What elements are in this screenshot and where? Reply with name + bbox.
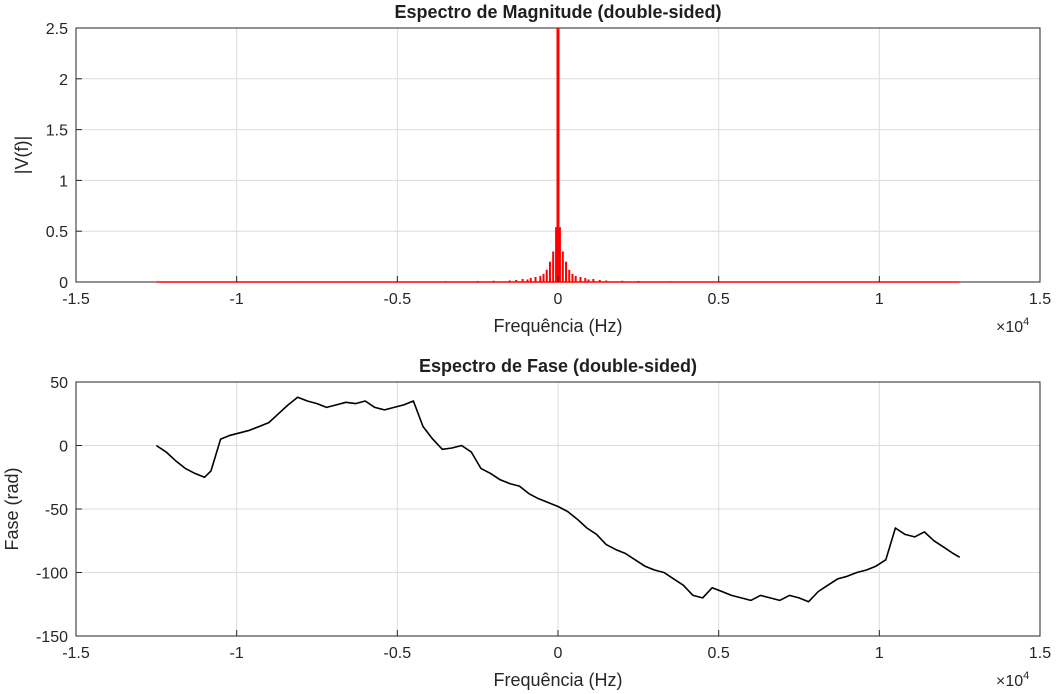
phase-ylabel: Fase (rad)	[2, 467, 22, 550]
phase-xlabel: Frequência (Hz)	[493, 670, 622, 690]
phase-grid	[75, 381, 1041, 637]
magnitude-xtick-label: -1	[230, 291, 244, 308]
magnitude-ytick-label: 1	[59, 173, 68, 190]
magnitude-ytick-label: 0.5	[46, 224, 68, 241]
phase-xtick-label: -1	[230, 645, 244, 662]
phase-xtick-label: -0.5	[384, 645, 412, 662]
phase-ytick-label: -100	[36, 566, 68, 583]
magnitude-xtick-label: 1.5	[1029, 291, 1051, 308]
phase-ytick-label: -50	[45, 502, 68, 519]
magnitude-xtick-label: 0.5	[708, 291, 730, 308]
phase-xtick-label: 1.5	[1029, 645, 1051, 662]
magnitude-x-multiplier-exp: 4	[1023, 316, 1029, 328]
phase-x-multiplier-base: ×10	[996, 673, 1023, 690]
phase-xtick-label: 0.5	[708, 645, 730, 662]
phase-x-multiplier: ×104	[996, 670, 1029, 690]
magnitude-subplot: -1.5 -1 -0.5 0 0.5 1 1.5 0 0.5 1 1.5 2 2.5 Espectro …	[12, 2, 1051, 336]
magnitude-ytick-label: 2.5	[46, 21, 68, 38]
phase-subplot: -1.5 -1 -0.5 0 0.5 1 1.5 -150 -100 -50 0 50 Espectr…	[2, 356, 1051, 690]
phase-ticks: -1.5 -1 -0.5 0 0.5 1 1.5 -150 -100 -50 0 50	[36, 375, 1051, 662]
phase-ytick-label: -150	[36, 629, 68, 646]
phase-line	[155, 396, 961, 603]
magnitude-xlabel: Frequência (Hz)	[493, 316, 622, 336]
magnitude-ticks: -1.5 -1 -0.5 0 0.5 1 1.5 0 0.5 1 1.5 2 2.5	[46, 21, 1051, 308]
phase-xtick-label: 1	[875, 645, 884, 662]
magnitude-ytick-label: 1.5	[46, 123, 68, 140]
phase-title: Espectro de Fase (double-sided)	[419, 356, 697, 376]
magnitude-ytick-label: 2	[59, 72, 68, 89]
magnitude-series	[155, 28, 961, 283]
phase-xtick-label: -1.5	[62, 645, 90, 662]
phase-ytick-label: 50	[50, 375, 68, 392]
phase-xtick-label: 0	[554, 645, 563, 662]
magnitude-xtick-label: 1	[875, 291, 884, 308]
magnitude-xtick-label: -0.5	[384, 291, 412, 308]
magnitude-ylabel: |V(f)|	[12, 136, 32, 174]
magnitude-xtick-label: 0	[554, 291, 563, 308]
magnitude-title: Espectro de Magnitude (double-sided)	[394, 2, 721, 22]
phase-ytick-label: 0	[59, 439, 68, 456]
magnitude-xtick-label: -1.5	[62, 291, 90, 308]
magnitude-x-multiplier-base: ×10	[996, 319, 1023, 336]
phase-x-multiplier-exp: 4	[1023, 670, 1029, 682]
magnitude-ytick-label: 0	[59, 275, 68, 292]
phase-series	[155, 396, 961, 603]
magnitude-x-multiplier: ×104	[996, 316, 1029, 336]
